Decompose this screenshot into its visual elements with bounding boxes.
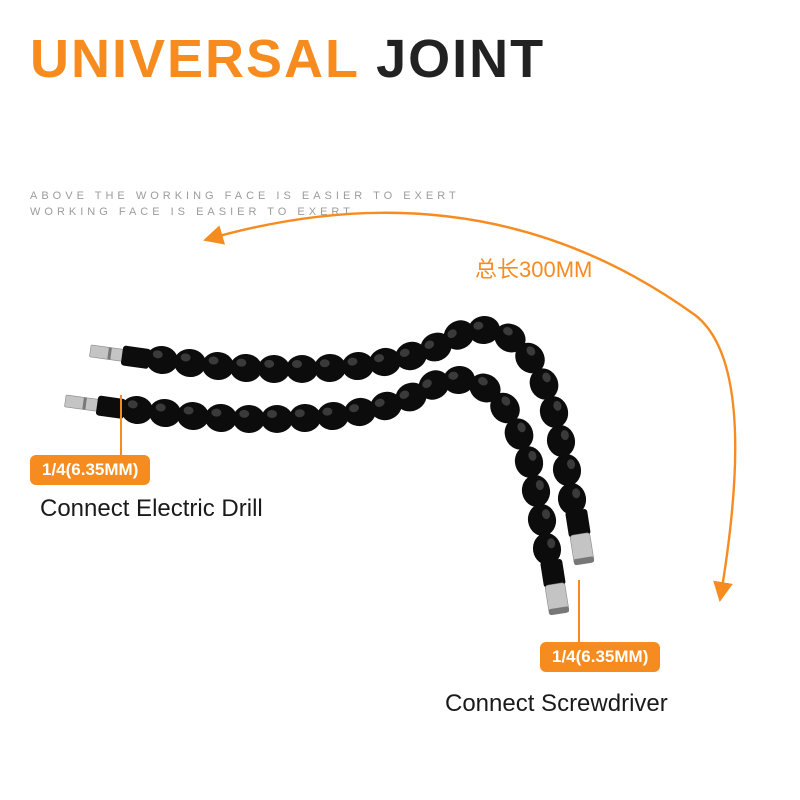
measurement-arc xyxy=(205,213,735,600)
title-word-1: UNIVERSAL xyxy=(30,29,359,89)
flexible-shaft-bottom xyxy=(64,364,570,615)
caption-drill-end: Connect Electric Drill xyxy=(40,495,263,523)
size-tag-screwdriver-end: 1/4(6.35MM) xyxy=(540,642,660,672)
size-tag-drill-end: 1/4(6.35MM) xyxy=(30,455,150,485)
title-word-2: JOINT xyxy=(376,29,545,89)
tag-leader-right xyxy=(578,580,580,642)
tag-leader-left xyxy=(120,395,122,455)
caption-screwdriver-end: Connect Screwdriver xyxy=(445,690,668,718)
page-title: UNIVERSAL JOINT xyxy=(30,28,545,90)
